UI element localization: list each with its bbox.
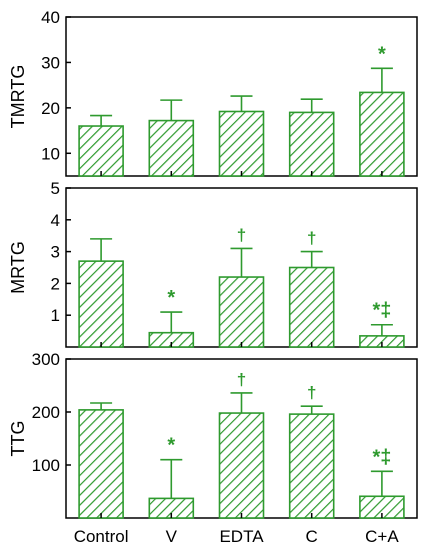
panel-tmrtg-bar-v — [148, 119, 195, 177]
panel-mrtg-significance-label: * — [167, 287, 175, 309]
xtick-label: C — [306, 527, 318, 546]
panel-ttg-significance-label: † — [237, 370, 246, 389]
panel-mrtg-bar-control — [78, 260, 124, 348]
panel-mrtg-significance-label: † — [307, 229, 316, 248]
panel-ttg-bar-edta — [218, 412, 265, 519]
panel-mrtg-ytick-label: 5 — [51, 179, 60, 198]
panel-tmrtg-ytick-label: 20 — [41, 99, 60, 118]
panel-tmrtg-ytick-label: 30 — [41, 53, 60, 72]
panel-tmrtg-ytick-label: 10 — [41, 144, 60, 163]
panel-ttg-ylabel: TTG — [8, 421, 28, 457]
xtick-label: EDTA — [219, 527, 264, 546]
panel-tmrtg-significance-label: * — [378, 43, 386, 65]
panel-ttg-ytick-label: 300 — [32, 350, 60, 369]
panel-ttg-significance-label: *‡ — [372, 446, 391, 468]
panel-tmrtg-ylabel: TMRTG — [8, 65, 28, 129]
panel-tmrtg-ytick-label: 40 — [41, 8, 60, 27]
panel-ttg-ytick-label: 100 — [32, 456, 60, 475]
panel-mrtg-bar-c — [288, 266, 335, 348]
xtick-label: Control — [74, 527, 129, 546]
panel-ttg-significance-label: * — [167, 435, 175, 457]
panel-mrtg-ytick-label: 2 — [51, 274, 60, 293]
panel-tmrtg-bar-cplusa — [359, 91, 405, 177]
panel-tmrtg-bar-control — [78, 125, 124, 177]
panel-mrtg-significance-label: *‡ — [372, 300, 391, 322]
panel-mrtg-ytick-label: 1 — [51, 306, 60, 325]
panel-mrtg-ylabel: MRTG — [8, 241, 28, 294]
panel-ttg-bar-control — [78, 409, 124, 519]
panel-tmrtg-bar-edta — [218, 110, 265, 177]
xtick-label: C+A — [365, 527, 399, 546]
panel-mrtg-ytick-label: 3 — [51, 243, 60, 262]
panel-ttg-bar-c — [288, 413, 335, 519]
panel-ttg-significance-label: † — [307, 383, 316, 402]
panel-ttg-ytick-label: 200 — [32, 403, 60, 422]
xtick-label: V — [166, 527, 178, 546]
panel-mrtg-bar-edta — [218, 276, 265, 348]
panel-mrtg-significance-label: † — [237, 225, 246, 244]
panel-mrtg-ytick-label: 4 — [51, 211, 60, 230]
panel-tmrtg-bar-c — [288, 111, 335, 177]
